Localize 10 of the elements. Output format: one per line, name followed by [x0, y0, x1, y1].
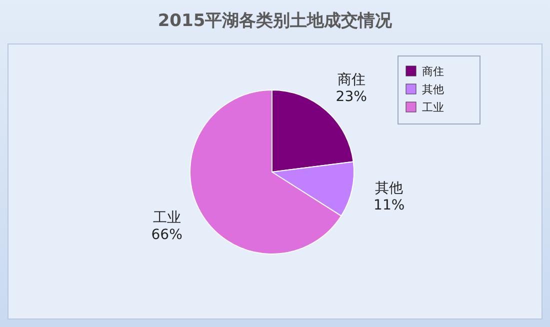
- legend-label: 其他: [422, 83, 444, 96]
- legend-label: 工业: [422, 101, 444, 114]
- chart-title: 2015平湖各类别土地成交情况: [158, 11, 394, 31]
- slice-label: 商住: [337, 72, 366, 88]
- data-label: 11%: [374, 197, 405, 214]
- legend-label: 商住: [422, 65, 444, 78]
- data-label: 66%: [151, 226, 182, 243]
- slice-label: 工业: [152, 210, 181, 226]
- data-label: 23%: [336, 88, 367, 105]
- slice-label: 其他: [375, 180, 404, 196]
